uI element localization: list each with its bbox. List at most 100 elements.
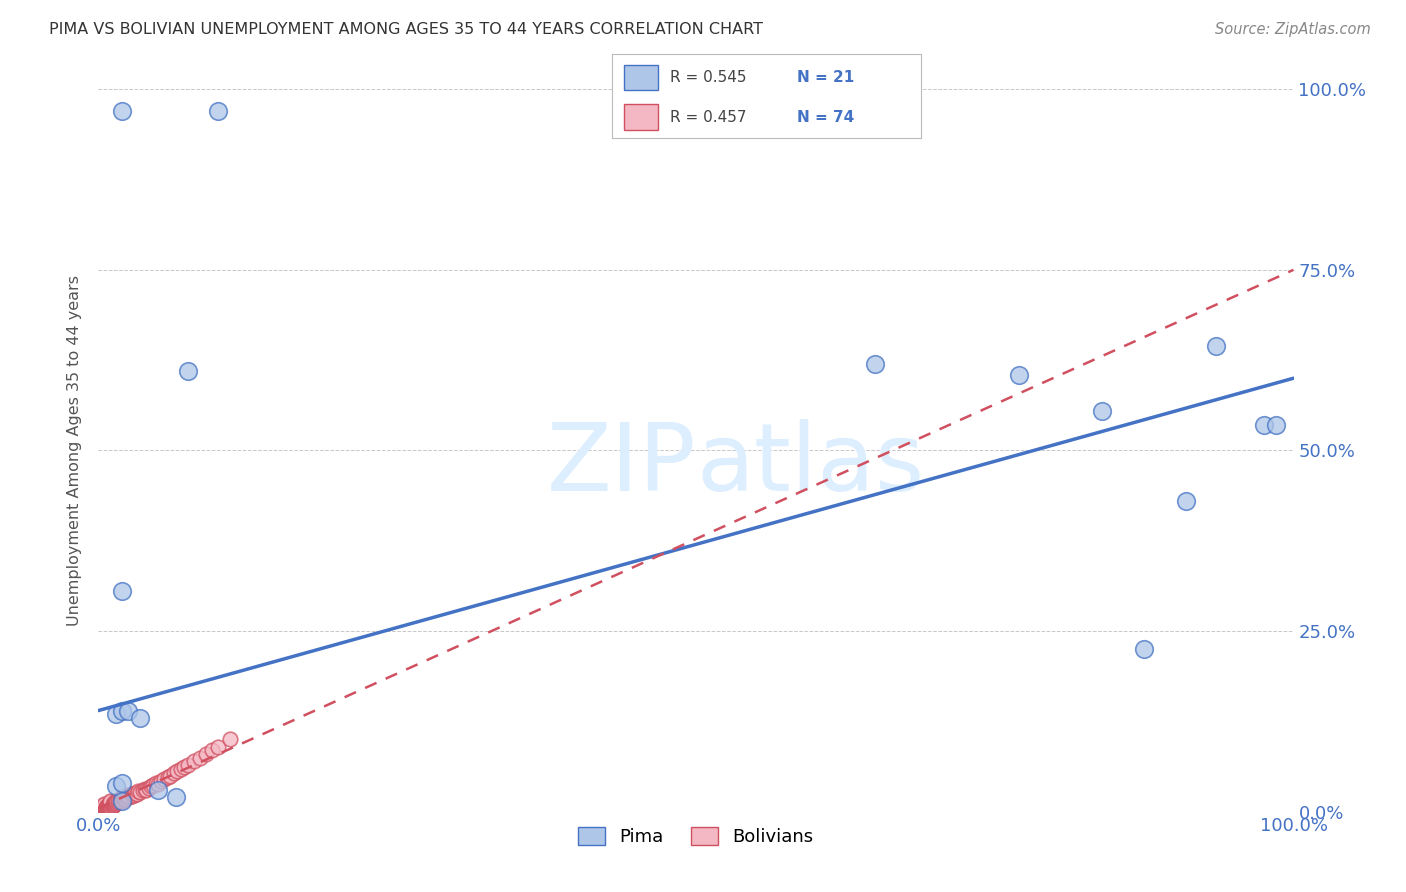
Point — [159, 769, 181, 783]
Point — [93, 797, 115, 812]
Point — [115, 790, 138, 805]
Point — [201, 743, 224, 757]
Point — [148, 783, 170, 797]
Point — [98, 800, 121, 814]
Point — [112, 790, 135, 805]
Point — [104, 795, 127, 809]
Point — [142, 778, 165, 792]
Y-axis label: Unemployment Among Ages 35 to 44 years: Unemployment Among Ages 35 to 44 years — [67, 275, 83, 626]
Text: N = 74: N = 74 — [797, 110, 855, 125]
Point — [148, 777, 170, 791]
Point — [105, 707, 128, 722]
FancyBboxPatch shape — [624, 104, 658, 130]
Point — [108, 791, 131, 805]
Point — [134, 781, 156, 796]
Point — [219, 732, 242, 747]
Point — [124, 788, 146, 802]
Text: atlas: atlas — [696, 419, 924, 511]
Point — [111, 704, 134, 718]
Point — [94, 801, 117, 815]
Point — [101, 799, 124, 814]
Point — [105, 796, 128, 810]
Point — [170, 762, 193, 776]
Point — [98, 795, 122, 809]
Point — [93, 801, 115, 815]
Point — [127, 784, 149, 798]
Point — [1264, 418, 1286, 433]
Point — [94, 799, 117, 814]
Point — [114, 789, 136, 803]
Point — [121, 789, 143, 803]
Point — [117, 704, 139, 718]
Point — [111, 791, 134, 805]
Point — [108, 794, 131, 808]
Point — [111, 790, 134, 805]
Point — [135, 783, 157, 797]
Point — [1133, 642, 1156, 657]
Point — [117, 788, 139, 802]
Point — [101, 797, 124, 811]
Point — [125, 787, 148, 801]
Point — [138, 780, 160, 795]
Point — [118, 789, 141, 804]
Text: PIMA VS BOLIVIAN UNEMPLOYMENT AMONG AGES 35 TO 44 YEARS CORRELATION CHART: PIMA VS BOLIVIAN UNEMPLOYMENT AMONG AGES… — [49, 22, 763, 37]
Point — [165, 790, 187, 805]
Text: N = 21: N = 21 — [797, 70, 855, 85]
Point — [145, 776, 167, 790]
Point — [188, 750, 211, 764]
Point — [139, 780, 162, 794]
Text: ZIP: ZIP — [547, 419, 696, 511]
Point — [96, 800, 118, 814]
Point — [120, 788, 142, 802]
Point — [124, 786, 146, 800]
Point — [1175, 494, 1198, 508]
Point — [207, 103, 229, 118]
Point — [111, 776, 134, 790]
Point — [97, 799, 120, 814]
Point — [131, 783, 153, 797]
Point — [98, 799, 121, 814]
Point — [111, 794, 134, 808]
Point — [104, 797, 127, 812]
Point — [105, 780, 128, 794]
Point — [149, 774, 172, 789]
Point — [93, 799, 115, 814]
Point — [163, 766, 186, 780]
Point — [112, 792, 135, 806]
Point — [93, 799, 115, 814]
Point — [1253, 418, 1275, 433]
Point — [110, 793, 132, 807]
Point — [111, 584, 134, 599]
Point — [114, 791, 136, 805]
Point — [865, 357, 887, 371]
Legend: Pima, Bolivians: Pima, Bolivians — [571, 820, 821, 854]
Text: R = 0.545: R = 0.545 — [671, 70, 747, 85]
Text: Source: ZipAtlas.com: Source: ZipAtlas.com — [1215, 22, 1371, 37]
Point — [107, 793, 129, 807]
FancyBboxPatch shape — [624, 64, 658, 90]
Point — [105, 794, 128, 808]
Point — [1091, 403, 1114, 417]
Point — [98, 798, 122, 813]
Point — [107, 795, 129, 809]
Point — [98, 794, 122, 808]
Point — [93, 800, 115, 814]
Point — [111, 103, 134, 118]
Point — [98, 797, 121, 812]
Point — [98, 799, 122, 814]
Point — [96, 799, 118, 814]
Point — [103, 798, 125, 813]
Point — [122, 787, 145, 801]
Point — [195, 747, 218, 761]
Text: R = 0.457: R = 0.457 — [671, 110, 747, 125]
Point — [153, 772, 176, 787]
Point — [103, 796, 125, 810]
Point — [166, 764, 188, 779]
Point — [1205, 339, 1227, 353]
Point — [129, 785, 152, 799]
Point — [93, 798, 115, 813]
Point — [111, 794, 134, 808]
Point — [173, 760, 195, 774]
Point — [183, 754, 205, 768]
Point — [98, 797, 122, 811]
